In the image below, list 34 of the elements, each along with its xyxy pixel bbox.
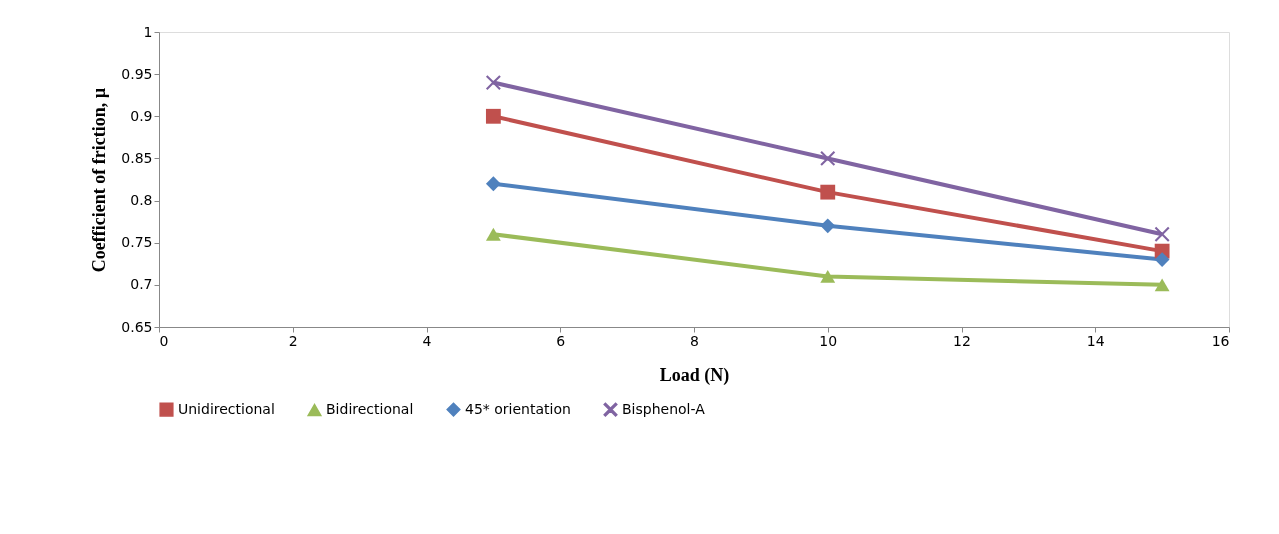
point — [820, 270, 836, 283]
y-tick-label: 0.9 — [130, 107, 153, 124]
point — [820, 218, 836, 234]
legend-label: Bisphenol-A — [622, 400, 706, 417]
point — [485, 227, 501, 241]
point — [820, 184, 836, 200]
x-tick-label: 12 — [953, 332, 971, 349]
point — [1154, 226, 1170, 242]
y-tick-label: 0.65 — [121, 318, 153, 335]
x-tick-label: 6 — [556, 332, 566, 349]
point — [485, 75, 501, 90]
x-tick-label: 16 — [1211, 332, 1230, 349]
y-tick-label: 0.95 — [121, 65, 153, 82]
point — [1154, 252, 1170, 267]
point — [820, 151, 836, 166]
y-tick-label: 0.85 — [121, 149, 153, 166]
x-tick-label: 8 — [690, 332, 699, 349]
y-tick-label: 0.75 — [121, 234, 153, 251]
x-tick-label: 10 — [819, 332, 838, 349]
x-tick-label: 14 — [1086, 332, 1105, 349]
point — [485, 176, 501, 192]
x-axis-title: Load (N) — [659, 364, 730, 386]
point — [1154, 278, 1170, 292]
x-tick-label: 4 — [422, 332, 432, 349]
y-tick-label: 0.8 — [130, 192, 153, 209]
point — [485, 108, 501, 124]
legend-label: 45* orientation — [465, 400, 571, 417]
y-axis-title: Coefficient of friction, µ — [89, 87, 110, 273]
y-tick-label: 1 — [143, 23, 153, 40]
legend-label: Bidirectional — [326, 401, 414, 418]
y-tick-label: 0.7 — [130, 276, 153, 293]
x-tick-label: 0 — [159, 332, 169, 349]
x-tick-label: 2 — [288, 332, 298, 349]
legend-label: Unidirectional — [178, 400, 275, 417]
